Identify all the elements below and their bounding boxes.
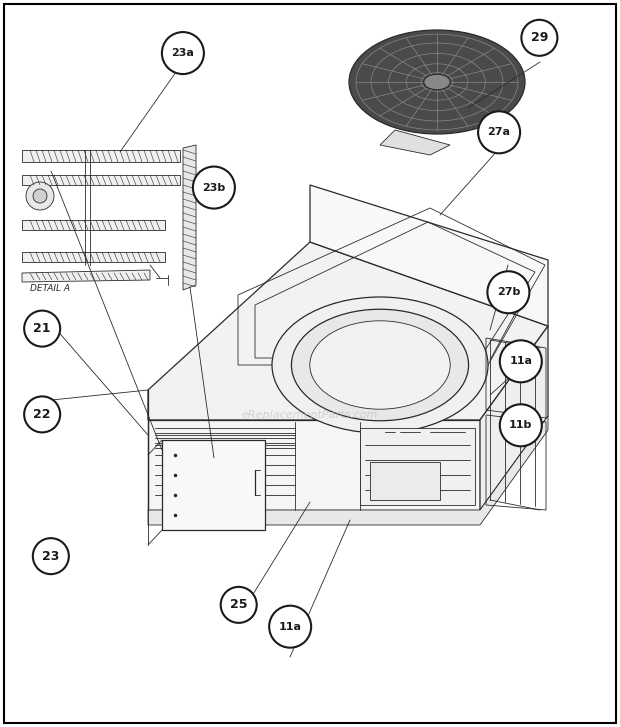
- Text: 27a: 27a: [487, 127, 511, 137]
- Circle shape: [521, 20, 557, 56]
- Text: 22: 22: [33, 408, 51, 421]
- Circle shape: [193, 166, 235, 209]
- Polygon shape: [380, 130, 450, 155]
- Text: 21: 21: [33, 322, 51, 335]
- Polygon shape: [148, 242, 548, 420]
- Polygon shape: [310, 185, 548, 326]
- Text: 11b: 11b: [509, 420, 533, 430]
- Polygon shape: [183, 145, 196, 290]
- Polygon shape: [148, 416, 548, 525]
- Circle shape: [269, 606, 311, 648]
- Circle shape: [162, 32, 204, 74]
- Ellipse shape: [310, 321, 450, 409]
- Circle shape: [221, 587, 257, 623]
- Polygon shape: [22, 270, 150, 282]
- Text: 27b: 27b: [497, 287, 520, 297]
- Polygon shape: [22, 252, 165, 262]
- Ellipse shape: [349, 30, 525, 134]
- Circle shape: [33, 538, 69, 574]
- Polygon shape: [22, 220, 165, 230]
- Circle shape: [33, 189, 47, 203]
- Text: eReplacementParts.com: eReplacementParts.com: [242, 410, 378, 420]
- Circle shape: [500, 340, 542, 382]
- Circle shape: [24, 310, 60, 347]
- Circle shape: [487, 271, 529, 313]
- Text: 23: 23: [42, 550, 60, 563]
- Polygon shape: [22, 175, 180, 185]
- Ellipse shape: [424, 74, 450, 90]
- Text: 23a: 23a: [172, 48, 194, 58]
- Text: 29: 29: [531, 31, 548, 44]
- Polygon shape: [370, 462, 440, 500]
- Polygon shape: [162, 440, 265, 530]
- Polygon shape: [22, 150, 180, 162]
- Text: DETAIL A: DETAIL A: [30, 284, 70, 293]
- Ellipse shape: [272, 297, 488, 433]
- Text: 25: 25: [230, 598, 247, 611]
- Circle shape: [24, 396, 60, 433]
- Text: 11a: 11a: [278, 622, 302, 632]
- Text: 23b: 23b: [202, 182, 226, 193]
- Circle shape: [26, 182, 54, 210]
- Circle shape: [478, 111, 520, 153]
- Polygon shape: [148, 420, 480, 510]
- Circle shape: [500, 404, 542, 446]
- Polygon shape: [360, 428, 475, 505]
- Text: 11a: 11a: [509, 356, 533, 366]
- Ellipse shape: [291, 309, 469, 421]
- Polygon shape: [480, 326, 548, 510]
